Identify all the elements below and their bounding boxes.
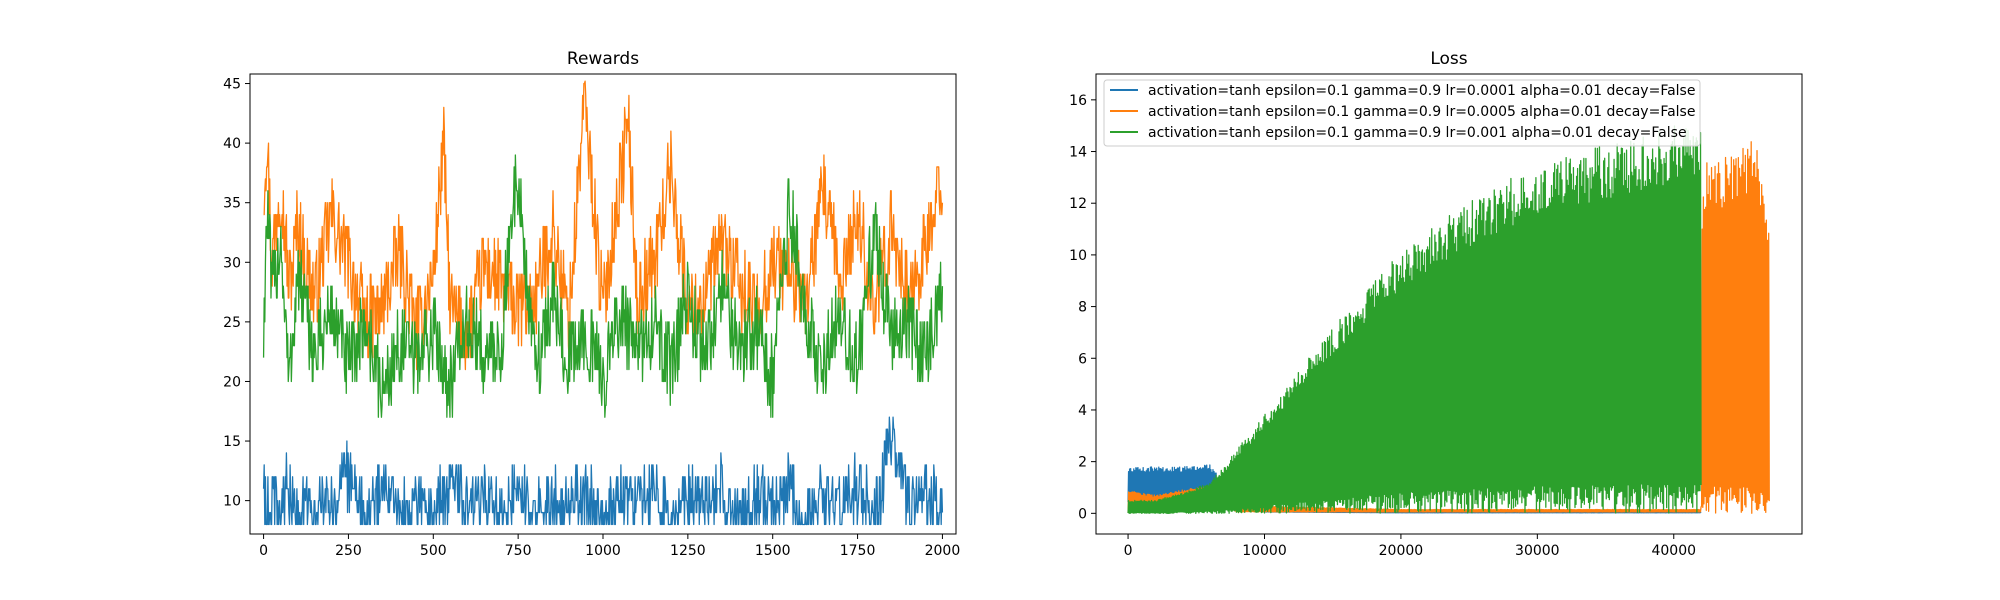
loss-ytick-label: 16	[1069, 93, 1087, 109]
rewards-ytick-label: 35	[223, 196, 241, 212]
rewards-xtick-label: 250	[335, 543, 362, 559]
rewards-xtick-label: 1750	[840, 543, 876, 559]
loss-axes-frame	[1095, 73, 1803, 535]
rewards-xtick-label: 1000	[585, 543, 621, 559]
loss-series-line-2	[1127, 125, 1702, 514]
rewards-series-line-2	[262, 416, 944, 526]
loss-title: Loss	[1430, 49, 1467, 69]
rewards-ytick-label: 30	[223, 255, 241, 271]
loss-ytick-label: 12	[1069, 196, 1087, 212]
rewards-xtick-label: 1250	[670, 543, 706, 559]
rewards-ytick-label: 10	[223, 494, 241, 510]
rewards-title: Rewards	[567, 49, 639, 69]
rewards-chart: Rewards 0 250 500 750 1000 1250 1500 1750 2000 1…	[223, 49, 960, 559]
rewards-ytick-label: 45	[223, 77, 241, 93]
rewards-xtick-label: 0	[259, 543, 268, 559]
legend-frame	[1103, 79, 1701, 147]
loss-xtick-label: 10000	[1242, 543, 1287, 559]
rewards-ytick-label: 20	[223, 374, 241, 390]
loss-xtick-label: 0	[1124, 543, 1133, 559]
loss-xtick-label: 30000	[1515, 543, 1560, 559]
loss-ytick-label: 0	[1078, 506, 1087, 522]
rewards-series-line-1	[262, 154, 944, 418]
loss-xtick-label: 20000	[1379, 543, 1424, 559]
loss-ytick-label: 4	[1078, 403, 1087, 419]
loss-ytick-label: 8	[1078, 300, 1087, 316]
legend-label-lr-0.001: activation=tanh epsilon=0.1 gamma=0.9 lr…	[1148, 125, 1687, 141]
loss-xtick-label: 40000	[1651, 543, 1696, 559]
rewards-xtick-label: 1500	[755, 543, 791, 559]
rewards-series-line-0	[263, 80, 944, 371]
loss-ytick-label: 6	[1078, 351, 1087, 367]
loss-legend: activation=tanh epsilon=0.1 gamma=0.9 lr…	[1103, 79, 1701, 147]
rewards-xtick-label: 750	[505, 543, 532, 559]
rewards-ytick-label: 25	[223, 315, 241, 331]
loss-ytick-label: 2	[1078, 455, 1087, 471]
loss-chart: Loss 0 10000 20000 30000 40000 0 2 4 6 8 10 12 14 16…	[1069, 49, 1803, 559]
rewards-xtick-label: 2000	[925, 543, 961, 559]
rewards-xtick-label: 500	[420, 543, 447, 559]
loss-ytick-label: 14	[1069, 145, 1087, 161]
loss-ytick-label: 10	[1069, 248, 1087, 264]
rewards-ytick-label: 15	[223, 434, 241, 450]
legend-label-lr-0.0005: activation=tanh epsilon=0.1 gamma=0.9 lr…	[1148, 104, 1695, 120]
legend-label-lr-0.0001: activation=tanh epsilon=0.1 gamma=0.9 lr…	[1148, 83, 1695, 99]
rewards-ytick-label: 40	[223, 136, 241, 152]
